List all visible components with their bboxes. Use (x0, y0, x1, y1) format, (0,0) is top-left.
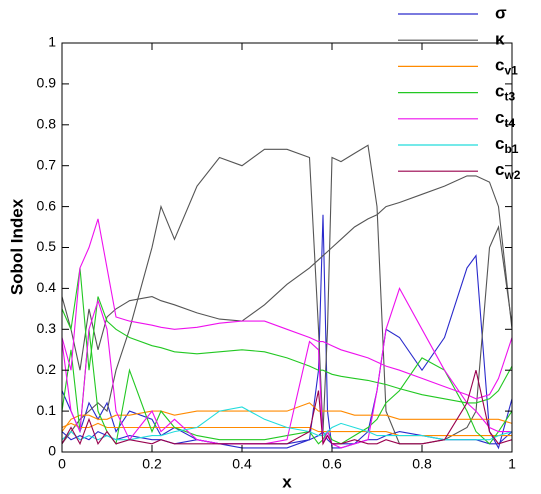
legend-label: σ (495, 3, 507, 22)
y-axis-title: Sobol Index (7, 198, 26, 295)
y-tick-label: 0.5 (37, 238, 57, 254)
y-tick-label: 0.2 (37, 361, 57, 377)
series-line (61, 402, 513, 432)
x-tick-label: 1 (508, 456, 516, 472)
x-tick-label: 0.4 (232, 456, 252, 472)
y-tick-label: 0.7 (37, 156, 57, 172)
x-tick-label: 0.2 (142, 456, 162, 472)
x-tick-label: 0.8 (412, 456, 432, 472)
series-line (61, 370, 513, 446)
y-tick-label: 0.9 (37, 75, 57, 91)
y-tick-label: 0.8 (37, 116, 57, 132)
x-tick-label: 0 (58, 456, 66, 472)
legend-label: cb1 (495, 134, 519, 156)
series-line (61, 218, 513, 400)
series-line (61, 287, 512, 449)
legend-label: κ (495, 30, 505, 49)
x-axis-title: x (282, 472, 292, 491)
series-line (61, 422, 512, 437)
legend-label: cw2 (495, 161, 521, 183)
y-tick-label: 1 (48, 34, 56, 50)
plot-frame (61, 42, 513, 453)
x-tick-label: 0.6 (322, 456, 342, 472)
y-tick-label: 0.3 (37, 320, 57, 336)
lines (61, 144, 513, 450)
y-tick-label: 0.6 (37, 197, 57, 213)
series-line (61, 267, 513, 404)
series-line (61, 214, 513, 450)
legend-label: ct4 (495, 108, 515, 130)
y-tick-label: 0.1 (37, 402, 57, 418)
y-tick-label: 0 (48, 443, 56, 459)
legend-label: cv1 (495, 56, 518, 78)
legend-label: ct3 (495, 82, 515, 104)
series-line (61, 175, 513, 371)
y-tick-label: 0.4 (37, 279, 57, 295)
